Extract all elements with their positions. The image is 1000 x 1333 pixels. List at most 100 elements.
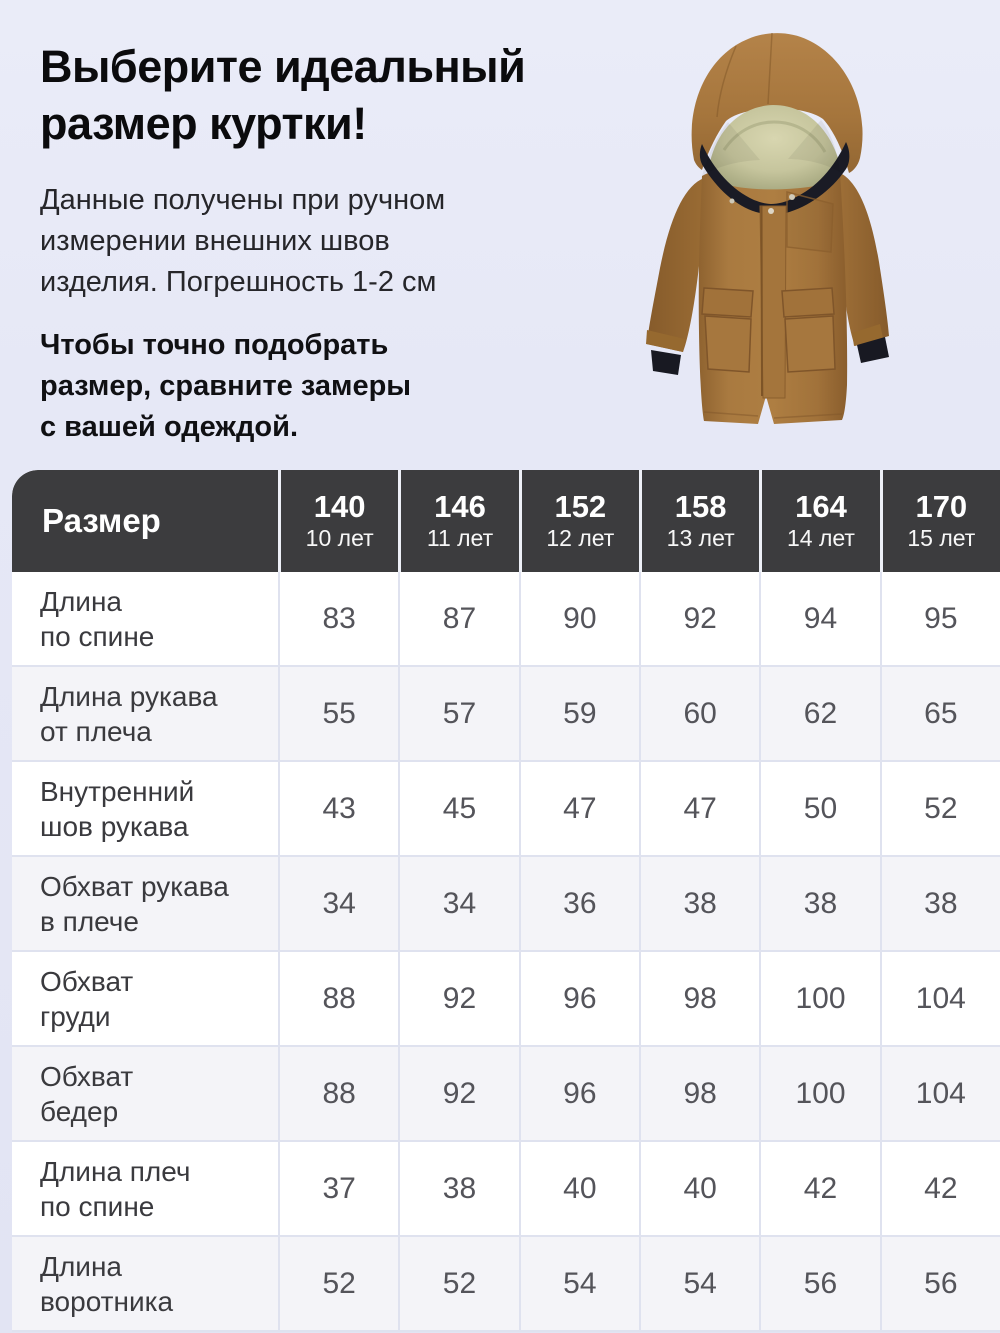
hero-note: Чтобы точно подобрать размер, сравните з… — [40, 325, 620, 448]
size-value: 104 — [879, 952, 1000, 1045]
size-value: 57 — [398, 667, 518, 760]
hero-description-line: измерении внешних швов — [40, 225, 390, 257]
column-age-label: 12 лет — [546, 525, 615, 551]
size-value: 50 — [759, 762, 879, 855]
hero-note-line: размер, сравните замеры — [40, 370, 412, 402]
page-title-line: размер куртки! — [40, 98, 367, 149]
size-value: 43 — [278, 762, 398, 855]
table-header-row: Размер 140 10 лет 146 11 лет 152 12 лет 158 13 … — [12, 470, 1000, 572]
column-header-146: 146 11 лет — [398, 470, 518, 572]
size-value: 38 — [879, 857, 1000, 950]
row-label: Обхват груди — [40, 965, 134, 1032]
size-table: Размер 140 10 лет 146 11 лет 152 12 лет 158 13 … — [12, 470, 1000, 1332]
size-value: 42 — [879, 1142, 1000, 1235]
size-value: 96 — [518, 952, 639, 1045]
column-age-label: 14 лет — [787, 525, 855, 551]
table-row: Обхват груди 88 92 96 98 100 104 — [12, 952, 1000, 1047]
size-value: 40 — [639, 1142, 759, 1235]
hero-note-line: Чтобы точно подобрать — [40, 329, 389, 361]
size-value: 42 — [759, 1142, 879, 1235]
size-value: 37 — [278, 1142, 398, 1235]
size-value: 38 — [759, 857, 879, 950]
size-value: 98 — [639, 952, 759, 1045]
hero-description-line: изделия. Погрешность 1-2 см — [40, 266, 437, 298]
brown-parka-jacket-icon — [646, 32, 889, 424]
page-title: Выберите идеальный размер куртки! — [40, 38, 620, 152]
size-value: 59 — [518, 667, 639, 760]
column-size-label: 146 — [434, 489, 486, 524]
table-row: Длина воротника 52 52 54 54 56 56 — [12, 1237, 1000, 1332]
size-value: 45 — [398, 762, 518, 855]
size-value: 34 — [398, 857, 518, 950]
table-body: Длина по спине 83 87 90 92 94 95 Длина рукава от … — [12, 572, 1000, 1332]
size-value: 92 — [398, 1047, 518, 1140]
row-label: Длина рукава от плеча — [40, 680, 218, 747]
row-label: Длина воротника — [40, 1250, 174, 1317]
size-value: 36 — [518, 857, 639, 950]
size-value: 88 — [278, 1047, 398, 1140]
size-value: 40 — [518, 1142, 639, 1235]
size-value: 52 — [278, 1237, 398, 1330]
column-age-label: 10 лет — [305, 525, 374, 551]
size-value: 38 — [398, 1142, 518, 1235]
size-value: 104 — [879, 1047, 1000, 1140]
column-header-152: 152 12 лет — [518, 470, 639, 572]
size-value: 60 — [639, 667, 759, 760]
size-value: 94 — [759, 572, 879, 665]
size-value: 56 — [759, 1237, 879, 1330]
table-row: Длина по спине 83 87 90 92 94 95 — [12, 572, 1000, 667]
column-size-label: 140 — [313, 489, 366, 524]
hero-note-line: с вашей одеждой. — [40, 411, 298, 443]
hero-description-line: Данные получены при ручном — [40, 184, 446, 216]
size-value: 88 — [278, 952, 398, 1045]
column-header-140: 140 10 лет — [278, 470, 398, 572]
size-value: 47 — [639, 762, 759, 855]
column-header-158: 158 13 лет — [639, 470, 759, 572]
table-row: Длина плеч по спине 37 38 40 40 42 42 — [12, 1142, 1000, 1237]
size-value: 52 — [398, 1237, 518, 1330]
size-value: 100 — [759, 1047, 879, 1140]
size-value: 52 — [879, 762, 1000, 855]
row-label: Длина по спине — [40, 585, 155, 652]
column-age-label: 13 лет — [666, 525, 735, 551]
size-value: 65 — [879, 667, 1000, 760]
table-row: Обхват бедер 88 92 96 98 100 104 — [12, 1047, 1000, 1142]
size-value: 90 — [518, 572, 639, 665]
column-size-label: 152 — [554, 489, 607, 524]
size-value: 62 — [759, 667, 879, 760]
row-label: Длина плеч по спине — [40, 1155, 191, 1222]
size-value: 98 — [639, 1047, 759, 1140]
size-value: 96 — [518, 1047, 639, 1140]
column-age-label: 15 лет — [907, 525, 976, 551]
size-value: 92 — [639, 572, 759, 665]
hero-section: Выберите идеальный размер куртки! Данные… — [40, 38, 620, 448]
column-age-label: 11 лет — [426, 525, 494, 551]
size-value: 100 — [759, 952, 879, 1045]
size-value: 34 — [278, 857, 398, 950]
size-value: 83 — [278, 572, 398, 665]
size-value: 54 — [518, 1237, 639, 1330]
hero-description: Данные получены при ручном измерении вне… — [40, 180, 620, 303]
size-value: 54 — [639, 1237, 759, 1330]
size-value: 92 — [398, 952, 518, 1045]
table-row: Внутренний шов рукава 43 45 47 47 50 52 — [12, 762, 1000, 857]
column-header-164: 164 14 лет — [759, 470, 879, 572]
size-value: 95 — [879, 572, 1000, 665]
column-size-label: 164 — [795, 489, 847, 524]
row-label: Обхват рукава в плече — [40, 870, 229, 937]
page-title-line: Выберите идеальный — [40, 41, 526, 92]
size-value: 55 — [278, 667, 398, 760]
jacket-image — [620, 0, 1000, 460]
column-size-label: 158 — [674, 489, 727, 524]
table-row: Обхват рукава в плече 34 34 36 38 38 38 — [12, 857, 1000, 952]
size-value: 56 — [879, 1237, 1000, 1330]
size-value: 87 — [398, 572, 518, 665]
size-value: 47 — [518, 762, 639, 855]
column-size-label: 170 — [915, 489, 968, 524]
table-row: Длина рукава от плеча 55 57 59 60 62 65 — [12, 667, 1000, 762]
row-label: Обхват бедер — [40, 1060, 134, 1127]
row-label: Внутренний шов рукава — [40, 775, 195, 842]
size-value: 38 — [639, 857, 759, 950]
corner-header: Размер — [42, 502, 161, 539]
